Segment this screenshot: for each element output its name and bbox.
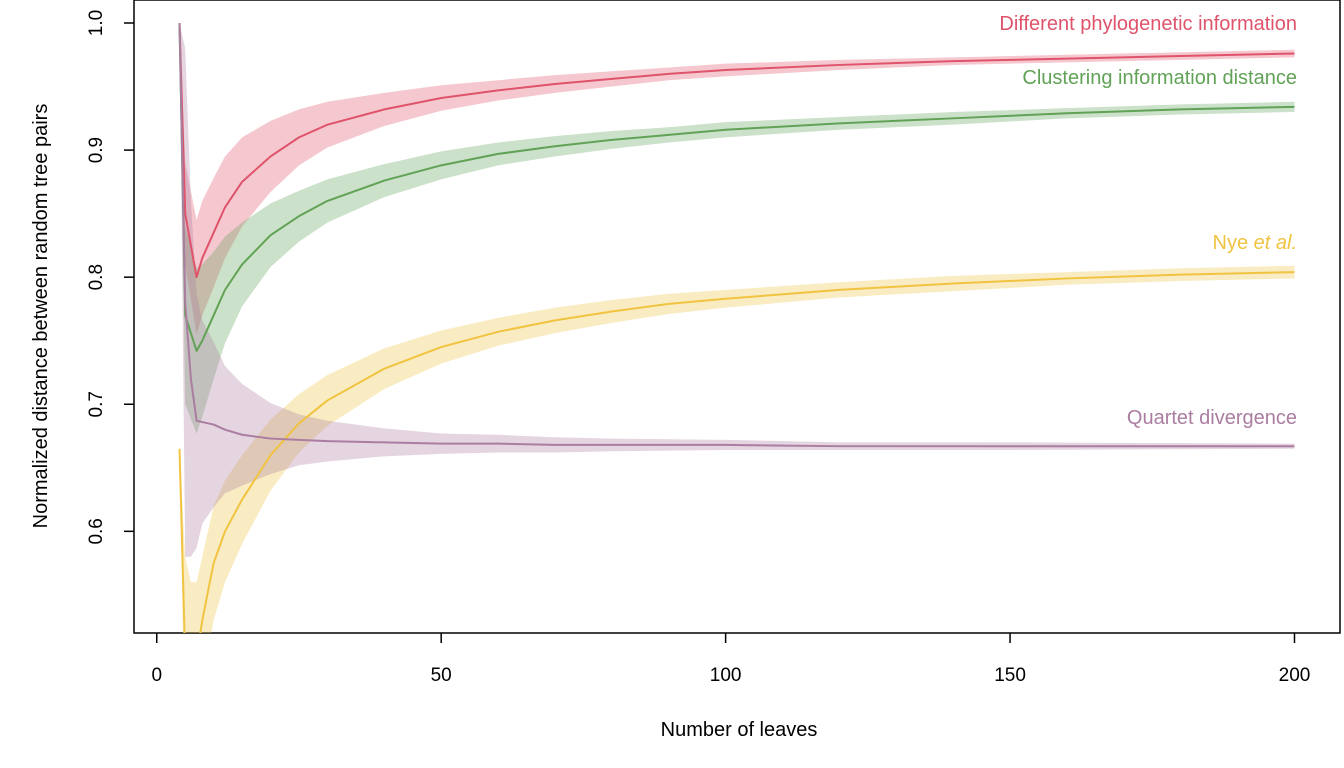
y-tick-label: 0.8 [86,264,107,290]
series-label-text: Nye [1213,232,1254,254]
series-label-clustering-information-distance: Clustering information distance [1022,67,1297,89]
y-tick-label: 1.0 [86,10,107,36]
series-label-italic-text: et al. [1254,232,1297,254]
y-axis: 0.6 0.7 0.8 0.9 1.0 [86,10,134,545]
y-tick-label: 0.7 [86,391,107,417]
x-tick-label: 200 [1279,665,1311,686]
y-tick-label: 0.6 [86,518,107,544]
band-different-phylogenetic-information [179,23,1295,335]
x-tick-label: 50 [431,665,452,686]
x-tick-label: 0 [151,665,162,686]
line-nye-et-al [178,271,1295,633]
x-tick-label: 100 [710,665,742,686]
x-axis-title: Number of leaves [661,719,818,741]
series-label-text: Quartet divergence [1127,407,1297,429]
band-quartet-divergence [179,23,1295,557]
series-label-different-phylogenetic-information: Different phylogenetic information [999,13,1297,35]
y-axis-title: Normalized distance between random tree … [30,104,52,529]
line-different-phylogenetic-information [178,22,1295,279]
line-quartet-divergence [178,22,1295,448]
series-label-text: Clustering information distance [1022,67,1297,89]
series-labels: Different phylogenetic information Cluste… [999,13,1297,429]
band-nye-et-al [179,265,1295,633]
y-tick-label: 0.9 [86,137,107,163]
series-label-nye-et-al: Nye et al. [1213,232,1297,254]
plot-frame [133,0,1341,634]
confidence-bands [179,23,1295,633]
line-clustering-information-distance [178,22,1295,352]
x-axis: 0 50 100 150 200 [151,633,1310,686]
series-lines [178,22,1295,633]
series-label-text: Different phylogenetic information [999,13,1297,35]
x-tick-label: 150 [994,665,1026,686]
series-label-quartet-divergence: Quartet divergence [1127,407,1297,429]
